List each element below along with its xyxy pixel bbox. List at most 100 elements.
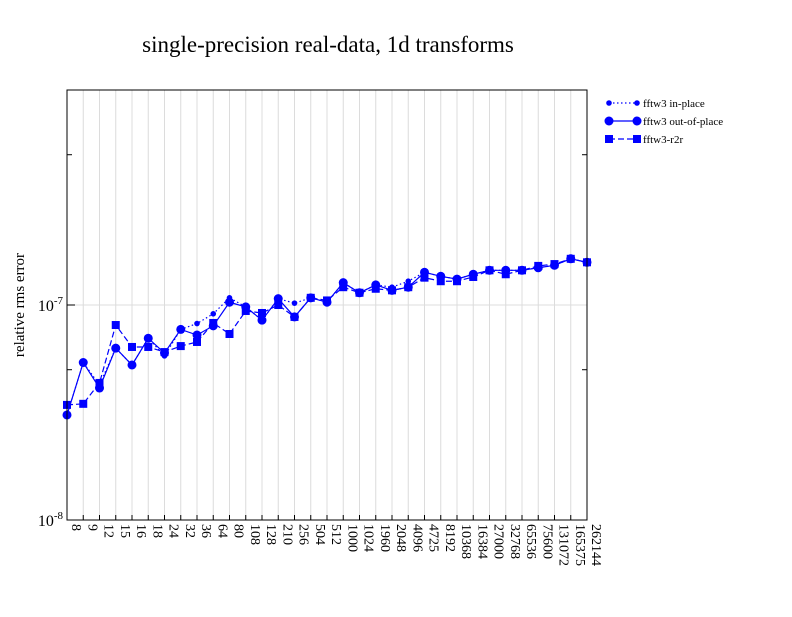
data-point (95, 378, 104, 387)
data-point (111, 343, 121, 353)
data-point (225, 330, 234, 339)
x-tick-label: 64 (214, 524, 229, 538)
data-point (274, 301, 283, 309)
y-tick-exponent: -8 (54, 510, 64, 522)
data-point (485, 266, 494, 275)
x-tick-label: 128 (263, 524, 278, 545)
legend-marker (606, 100, 612, 106)
data-point (273, 294, 283, 304)
x-tick-label: 262144 (588, 524, 603, 566)
x-ticks: 8 9 12 15 16 18 24 32 36 64 80 108 128 210 256 504 512 10… (66, 515, 603, 566)
x-tick-label: 131072 (556, 524, 571, 566)
data-point (534, 261, 543, 270)
data-point (469, 272, 478, 281)
data-point (176, 324, 186, 334)
x-tick-label: 16 (133, 524, 148, 538)
data-point (501, 270, 510, 279)
data-point (291, 300, 298, 306)
legend-label: fftw3 out-of-place (643, 116, 723, 128)
data-point (225, 297, 234, 307)
legend-label: fftw3 in-place (643, 98, 705, 110)
x-tick-label: 504 (312, 524, 327, 545)
x-tick-label: 10368 (458, 524, 473, 559)
data-point (257, 315, 267, 325)
x-tick-label: 16384 (474, 524, 489, 559)
data-point (144, 342, 153, 351)
data-point (453, 277, 461, 286)
legend-marker (634, 100, 640, 106)
data-point (194, 320, 200, 327)
x-tick-label: 8 (68, 524, 83, 531)
x-tick-label: 1024 (361, 524, 376, 552)
x-tick-label: 512 (328, 524, 343, 545)
series-line (66, 258, 588, 406)
data-point (355, 288, 364, 297)
data-point (160, 348, 169, 357)
data-point (78, 358, 88, 368)
data-point (306, 293, 315, 302)
series-group (62, 254, 592, 420)
x-tick-label: 1960 (377, 524, 392, 552)
data-point (241, 306, 250, 315)
y-tick-base: 10 (38, 513, 54, 530)
data-point (176, 342, 185, 351)
legend-label: fftw3-r2r (643, 134, 683, 146)
legend-marker (605, 135, 613, 143)
data-point (339, 283, 348, 292)
x-tick-label: 65536 (523, 524, 538, 559)
x-tick-label: 2048 (393, 524, 408, 552)
data-point (128, 342, 136, 351)
x-tick-label: 24 (166, 524, 181, 538)
x-tick-label: 32 (182, 524, 197, 538)
x-tick-label: 32768 (507, 524, 522, 559)
data-point (127, 360, 137, 370)
x-tick-label: 8192 (442, 524, 457, 552)
x-tick-label: 4725 (426, 524, 441, 552)
chart-title: single-precision real-data, 1d transform… (142, 32, 514, 57)
legend: fftw3 in-place fftw3 out-of-place fftw3-r2… (604, 98, 723, 146)
y-tick-label: 10-8 (38, 510, 64, 530)
data-point (404, 283, 413, 292)
x-tick-label: 18 (149, 524, 164, 538)
x-tick-label: 210 (279, 524, 294, 545)
data-point (566, 254, 575, 263)
data-point (371, 284, 380, 293)
data-point (405, 278, 412, 285)
x-tick-label: 12 (101, 524, 116, 538)
x-tick-label: 4096 (409, 524, 424, 552)
x-tick-label: 1000 (344, 524, 359, 552)
data-point (518, 266, 526, 275)
data-point (143, 333, 153, 343)
x-tick-label: 15 (117, 524, 132, 538)
y-tick-label: 10-7 (38, 295, 64, 315)
legend-marker (632, 116, 642, 126)
data-point (550, 260, 559, 269)
x-tick-label: 75600 (539, 524, 554, 559)
data-point (290, 312, 299, 321)
y-axis-label: relative rms error (12, 253, 28, 357)
data-point (258, 308, 266, 317)
data-point (210, 311, 217, 317)
x-tick-label: 165375 (572, 524, 587, 566)
x-tick-label: 256 (296, 524, 311, 545)
data-point (209, 318, 218, 327)
x-tick-label: 36 (198, 524, 213, 538)
x-tick-label: 9 (84, 524, 99, 531)
data-point (388, 286, 396, 295)
series-fftw3-r2r (63, 254, 591, 409)
y-tick-exponent: -7 (54, 295, 64, 307)
data-point (323, 296, 331, 305)
data-point (79, 399, 88, 408)
legend-marker (633, 135, 641, 143)
data-point (436, 277, 445, 286)
y-ticks: 10-810-7 (38, 154, 587, 530)
x-tick-label: 80 (231, 524, 246, 538)
x-tick-label: 108 (247, 524, 262, 545)
legend-marker (604, 116, 614, 126)
y-tick-base: 10 (38, 298, 54, 315)
x-tick-label: 27000 (491, 524, 506, 559)
data-point (193, 337, 201, 346)
data-point (111, 321, 120, 330)
